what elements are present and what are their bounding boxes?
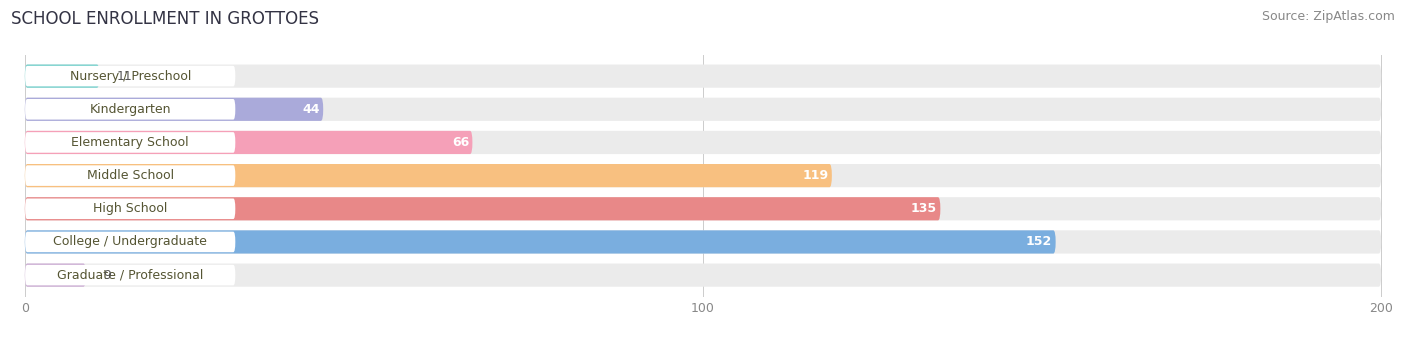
Text: SCHOOL ENROLLMENT IN GROTTOES: SCHOOL ENROLLMENT IN GROTTOES: [11, 10, 319, 28]
Text: 66: 66: [451, 136, 470, 149]
Text: High School: High School: [93, 202, 167, 215]
FancyBboxPatch shape: [25, 164, 1381, 187]
FancyBboxPatch shape: [25, 64, 100, 88]
FancyBboxPatch shape: [25, 131, 472, 154]
FancyBboxPatch shape: [25, 164, 832, 187]
FancyBboxPatch shape: [25, 197, 1381, 220]
FancyBboxPatch shape: [25, 230, 1381, 254]
Text: 152: 152: [1026, 235, 1052, 249]
FancyBboxPatch shape: [25, 197, 941, 220]
Text: 44: 44: [302, 103, 319, 116]
Text: 135: 135: [911, 202, 936, 215]
FancyBboxPatch shape: [25, 198, 235, 219]
Text: Kindergarten: Kindergarten: [90, 103, 172, 116]
FancyBboxPatch shape: [25, 131, 1381, 154]
FancyBboxPatch shape: [25, 99, 235, 120]
Text: 119: 119: [803, 169, 828, 182]
FancyBboxPatch shape: [25, 264, 1381, 287]
FancyBboxPatch shape: [25, 132, 235, 153]
Text: Graduate / Professional: Graduate / Professional: [58, 269, 204, 282]
Text: College / Undergraduate: College / Undergraduate: [53, 235, 207, 249]
Text: 11: 11: [117, 70, 132, 83]
FancyBboxPatch shape: [25, 232, 235, 252]
FancyBboxPatch shape: [25, 264, 86, 287]
Text: Elementary School: Elementary School: [72, 136, 188, 149]
FancyBboxPatch shape: [25, 98, 323, 121]
FancyBboxPatch shape: [25, 98, 1381, 121]
Text: 9: 9: [103, 269, 111, 282]
Text: Nursery / Preschool: Nursery / Preschool: [69, 70, 191, 83]
Text: Source: ZipAtlas.com: Source: ZipAtlas.com: [1261, 10, 1395, 23]
FancyBboxPatch shape: [25, 230, 1056, 254]
FancyBboxPatch shape: [25, 64, 1381, 88]
Text: Middle School: Middle School: [87, 169, 174, 182]
FancyBboxPatch shape: [25, 165, 235, 186]
FancyBboxPatch shape: [25, 66, 235, 86]
FancyBboxPatch shape: [25, 265, 235, 285]
